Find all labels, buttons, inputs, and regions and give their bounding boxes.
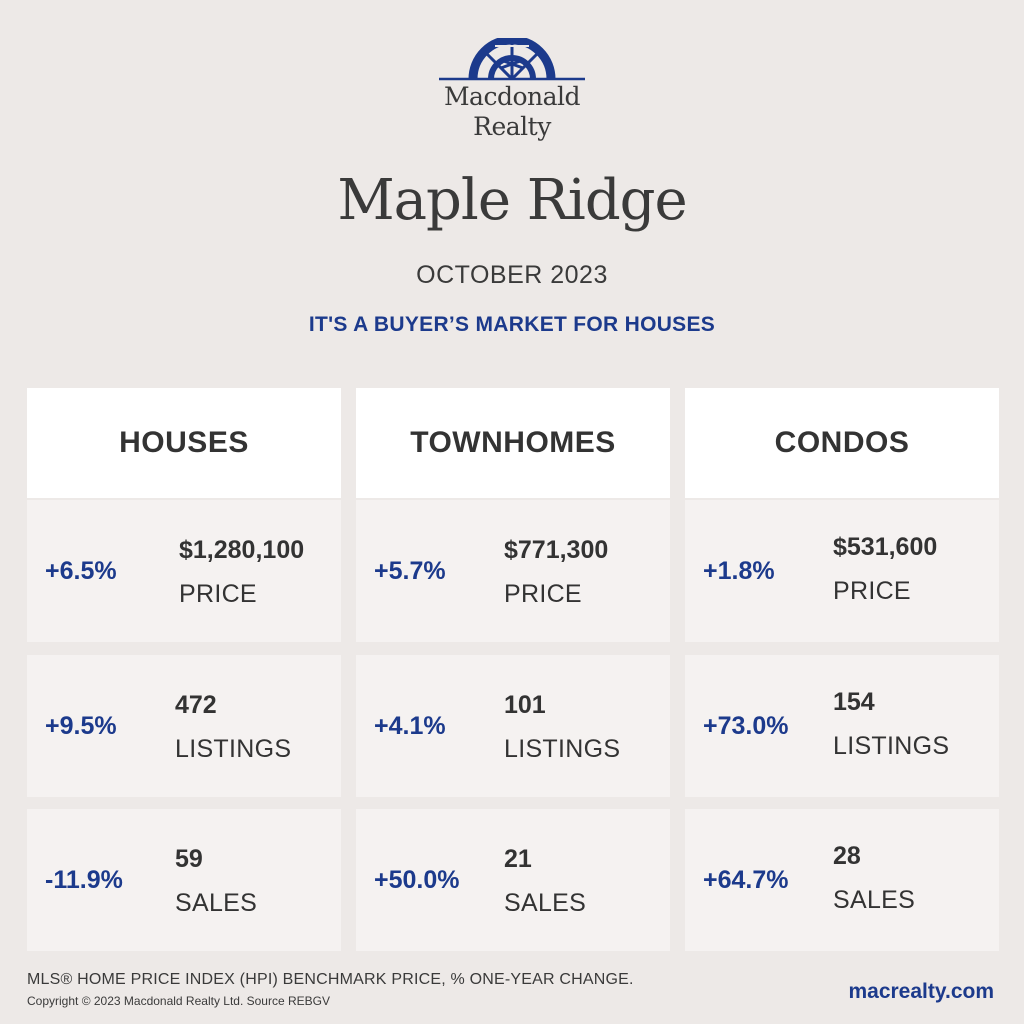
stat-change: +9.5% (45, 711, 117, 740)
logo-name-line1: Macdonald (443, 82, 581, 111)
report-month: OCTOBER 2023 (416, 261, 608, 289)
stat-value: 21 (504, 845, 532, 873)
townhomes-sales-card: +50.0% 21 SALES (356, 809, 670, 951)
stat-value: 28 (833, 842, 861, 870)
column-header: TOWNHOMES (356, 388, 670, 498)
footer-note: MLS® HOME PRICE INDEX (HPI) BENCHMARK PR… (27, 971, 634, 988)
stat-label: LISTINGS (504, 735, 621, 763)
houses-listings-card: +9.5% 472 LISTINGS (27, 655, 341, 797)
stat-change: -11.9% (45, 865, 123, 894)
condos-listings-card: +73.0% 154 LISTINGS (685, 655, 999, 797)
stat-label: SALES (833, 886, 916, 914)
stat-value: 472 (175, 691, 217, 719)
city-title: Maple Ridge (337, 168, 687, 233)
houses-column: HOUSES (27, 388, 341, 498)
condos-column: CONDOS (685, 388, 999, 498)
stat-label: PRICE (833, 577, 911, 605)
stat-label: LISTINGS (833, 732, 950, 760)
column-header: CONDOS (685, 388, 999, 498)
stat-value: 59 (175, 845, 203, 873)
logo-name-line2: Realty (473, 112, 551, 141)
stat-label: LISTINGS (175, 735, 292, 763)
column-header: HOUSES (27, 388, 341, 498)
stat-value: $771,300 (504, 536, 609, 564)
stat-change: +50.0% (374, 865, 460, 894)
copyright-text: Copyright © 2023 Macdonald Realty Ltd. S… (27, 994, 330, 1008)
market-headline: IT'S A BUYER’S MARKET FOR HOUSES (308, 313, 716, 336)
condos-sales-card: +64.7% 28 SALES (685, 809, 999, 951)
houses-sales-card: -11.9% 59 SALES (27, 809, 341, 951)
townhomes-column: TOWNHOMES (356, 388, 670, 498)
stat-label: PRICE (504, 580, 582, 608)
stat-value: $531,600 (833, 533, 938, 561)
website-link[interactable]: macrealty.com (848, 980, 994, 1003)
stat-change: +1.8% (703, 556, 775, 585)
houses-price-card: +6.5% $1,280,100 PRICE (27, 500, 341, 642)
stat-label: SALES (175, 889, 258, 917)
stat-label: PRICE (179, 580, 257, 608)
stat-value: 154 (833, 688, 875, 716)
stat-change: +5.7% (374, 556, 446, 585)
stat-change: +4.1% (374, 711, 446, 740)
stat-value: $1,280,100 (179, 536, 305, 564)
macdonald-realty-emblem-icon (439, 38, 585, 81)
stat-change: +6.5% (45, 556, 117, 585)
stat-change: +64.7% (703, 865, 789, 894)
stat-value: 101 (504, 691, 546, 719)
stat-change: +73.0% (703, 711, 789, 740)
stat-label: SALES (504, 889, 587, 917)
brand-logo: Macdonald Realty (0, 38, 1024, 142)
townhomes-listings-card: +4.1% 101 LISTINGS (356, 655, 670, 797)
townhomes-price-card: +5.7% $771,300 PRICE (356, 500, 670, 642)
condos-price-card: +1.8% $531,600 PRICE (685, 500, 999, 642)
